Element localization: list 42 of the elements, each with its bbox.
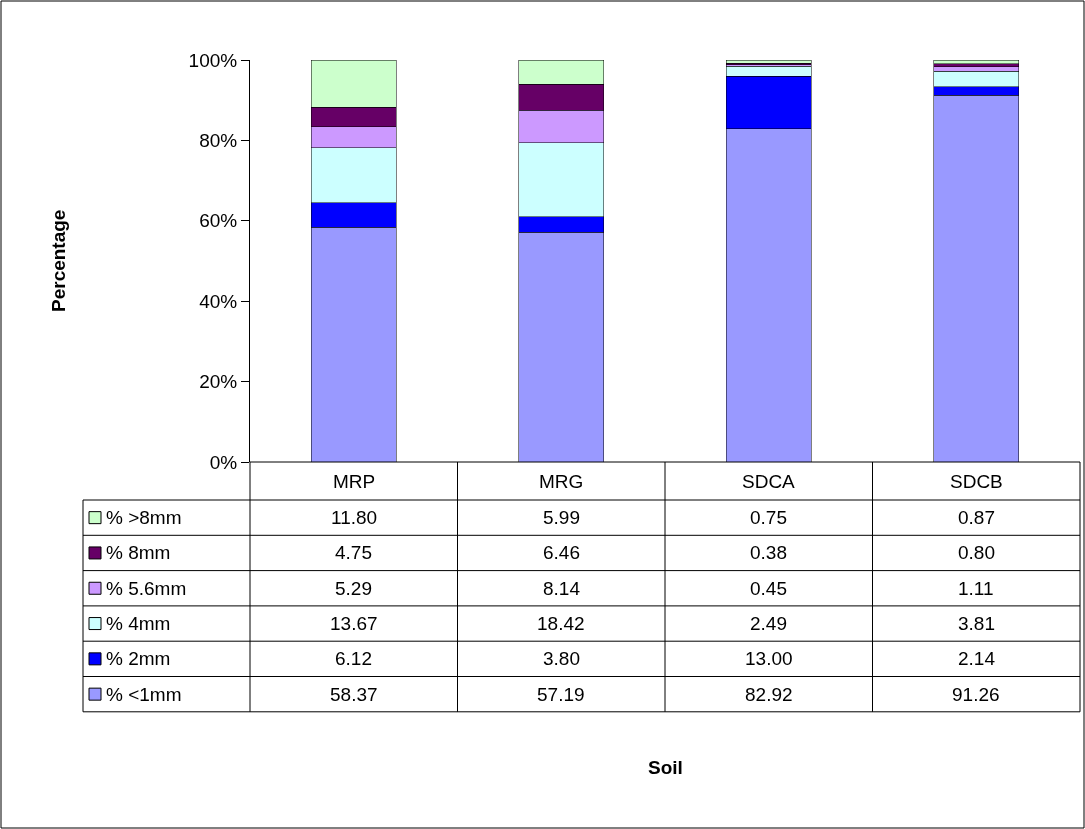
data-label: 57.19 (537, 684, 585, 705)
y-tick-label: 40% (199, 290, 238, 312)
x-tick-label: MRP (333, 471, 376, 492)
legend-label: % >8mm (106, 507, 182, 528)
x-tick-label: SDCA (742, 471, 796, 492)
data-label: 0.87 (958, 507, 995, 528)
x-tick-label: MRG (539, 471, 584, 492)
x-tick-label: SDCB (950, 471, 1003, 492)
legend-label: % <1mm (106, 684, 182, 705)
data-label: 2.49 (750, 613, 787, 634)
data-label: 0.75 (750, 507, 787, 528)
legend-label: % 8mm (106, 542, 171, 563)
data-label: 58.37 (330, 684, 378, 705)
data-label: 0.38 (750, 542, 787, 563)
y-tick-label: 100% (188, 49, 238, 71)
data-label: 1.11 (958, 578, 994, 599)
data-label: 18.42 (537, 613, 585, 634)
y-tick-label: 60% (199, 210, 238, 232)
text: Soil (648, 757, 683, 778)
data-label: 2.14 (958, 648, 996, 669)
y-tick-label: 0% (209, 451, 238, 473)
data-label: 11.80 (331, 507, 378, 528)
data-label: 0.80 (958, 542, 995, 563)
data-label: 6.12 (335, 648, 372, 669)
data-label: 91.26 (952, 684, 1000, 705)
y-tick-label: 80% (199, 130, 238, 152)
legend-label: % 5.6mm (106, 578, 187, 599)
data-label: 82.92 (745, 684, 793, 705)
legend-label: % 2mm (106, 648, 171, 669)
data-label: 4.75 (335, 542, 372, 563)
data-label: 8.14 (543, 578, 581, 599)
data-label: 5.29 (335, 578, 372, 599)
data-label: 5.99 (543, 507, 580, 528)
data-label: 3.81 (958, 613, 995, 634)
legend-label: % 4mm (106, 613, 171, 634)
text: Percentage (48, 209, 69, 312)
data-label: 0.45 (750, 578, 787, 599)
data-label: 6.46 (543, 542, 580, 563)
data-label: 13.67 (330, 613, 378, 634)
y-tick-label: 20% (199, 371, 238, 393)
data-label: 13.00 (745, 648, 793, 669)
data-label: 3.80 (543, 648, 580, 669)
